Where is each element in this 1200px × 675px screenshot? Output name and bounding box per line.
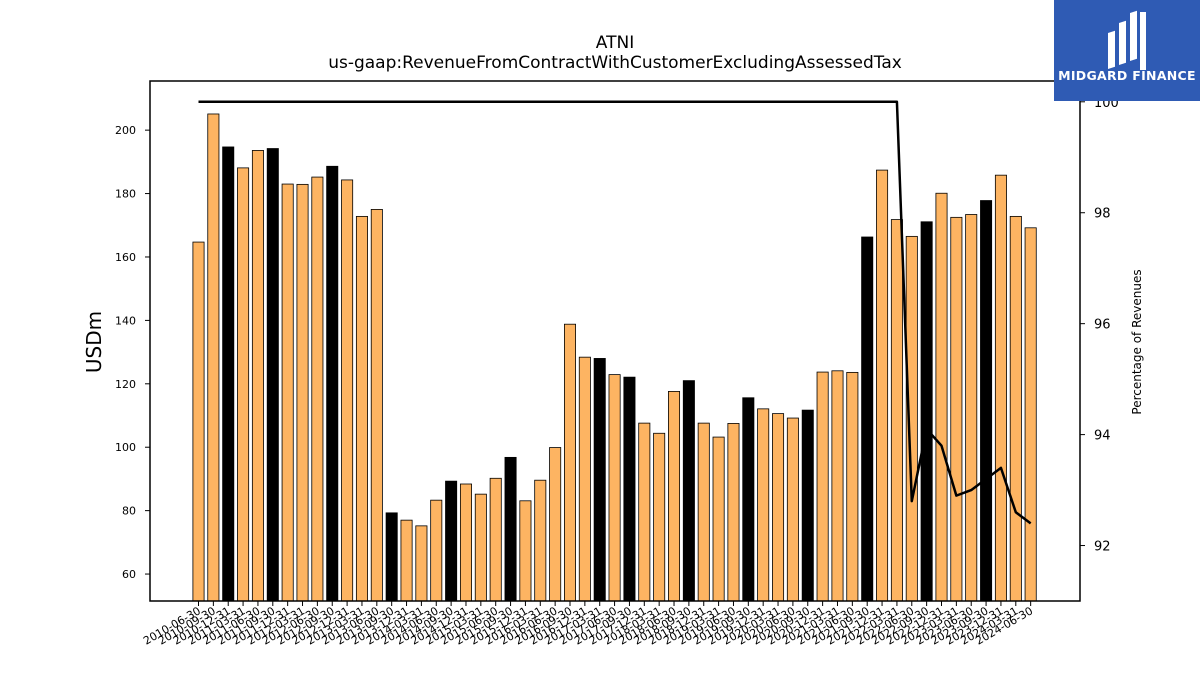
y2-tick-label: 92 (1094, 540, 1111, 555)
bar (1009, 215, 1022, 602)
bar (326, 165, 339, 602)
bar (578, 356, 591, 602)
chart-subtitle: us-gaap:RevenueFromContractWithCustomerE… (328, 53, 902, 73)
bar (504, 456, 517, 602)
bar (207, 113, 220, 602)
y-tick-label: 100 (115, 441, 136, 454)
line-group (198, 100, 1032, 525)
bar (697, 422, 710, 602)
bar (994, 174, 1007, 602)
y-tick-label: 200 (115, 124, 136, 137)
bar (950, 216, 963, 602)
bar (564, 323, 577, 602)
bar (861, 236, 874, 602)
bar (727, 423, 740, 602)
bar (757, 408, 770, 602)
bar (593, 358, 606, 602)
bar (801, 409, 814, 602)
y-axis-label: USDm (82, 310, 106, 374)
y2-axis-label: Percentage of Revenues (1130, 269, 1144, 415)
logo-text: MIDGARD FINANCE (1058, 68, 1196, 83)
y-tick-label: 140 (115, 314, 136, 327)
bar (489, 477, 502, 602)
bar (311, 176, 324, 602)
bar (712, 436, 725, 602)
bar (266, 148, 279, 602)
chart-title: ATNI (595, 33, 635, 53)
bar (846, 371, 859, 602)
bar (920, 221, 933, 602)
bar (430, 499, 443, 602)
bar (682, 380, 695, 602)
bar (445, 480, 458, 602)
brand-logo: MIDGARD FINANCE (1054, 0, 1200, 101)
bar (980, 200, 993, 602)
y2-tick-label: 98 (1094, 207, 1111, 222)
bars-group (192, 113, 1037, 602)
bar (534, 479, 547, 602)
y-tick-label: 160 (115, 251, 136, 264)
y2-tick-label: 94 (1094, 429, 1111, 444)
bar (355, 215, 368, 602)
bar (890, 219, 903, 602)
bar (549, 447, 562, 602)
logo-mark-icon (1108, 10, 1146, 70)
bar (385, 512, 398, 602)
bar (816, 371, 829, 602)
bar (370, 209, 383, 602)
bar (653, 432, 666, 602)
bar (222, 146, 235, 602)
bar (519, 500, 532, 602)
bar (876, 169, 889, 602)
y-tick-label: 180 (115, 188, 136, 201)
bar (608, 374, 621, 602)
bar (415, 525, 428, 602)
bar (935, 192, 948, 602)
bar (638, 422, 651, 602)
bar (831, 370, 844, 602)
y-tick-label: 60 (122, 568, 136, 581)
bar (668, 391, 681, 602)
bar (251, 150, 264, 602)
y-tick-label: 120 (115, 378, 136, 391)
bar (400, 519, 413, 602)
series-line (198, 100, 1032, 525)
bar (237, 167, 250, 602)
bar (623, 376, 636, 602)
bar (281, 183, 294, 602)
bar (965, 214, 978, 602)
bar (786, 417, 799, 602)
bar (459, 483, 472, 602)
y-tick-label: 80 (122, 505, 136, 518)
bar (742, 397, 755, 602)
bar (1024, 227, 1037, 602)
bar (474, 493, 487, 602)
bar (341, 179, 354, 602)
bar (296, 183, 309, 602)
axes-group: 6080100120140160180200929496981002010-06… (115, 80, 1119, 648)
bar (772, 413, 785, 602)
y2-tick-label: 96 (1094, 318, 1111, 333)
bar (192, 241, 205, 602)
